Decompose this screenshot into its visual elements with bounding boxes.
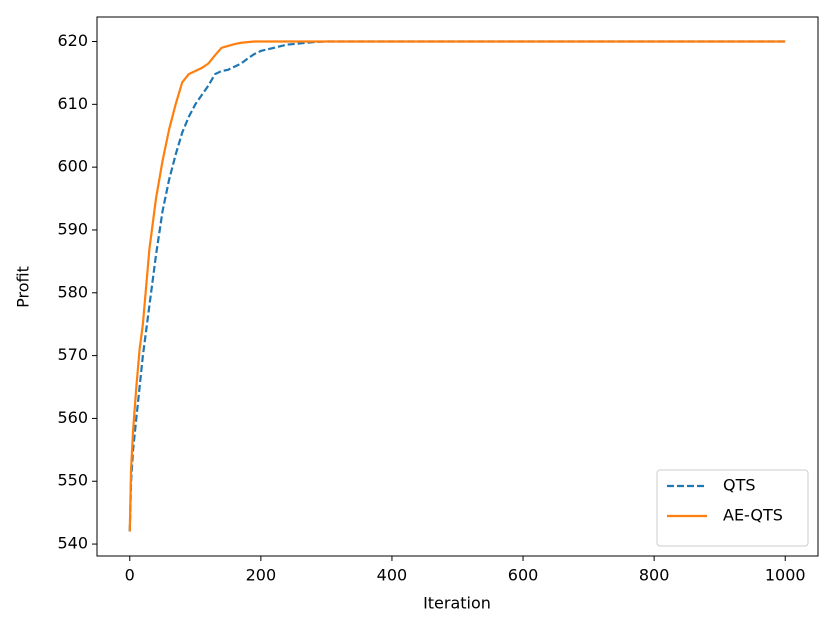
y-tick-label: 600	[57, 157, 88, 176]
y-tick-label: 590	[57, 219, 88, 238]
y-tick-label: 570	[57, 345, 88, 364]
y-tick-label: 580	[57, 282, 88, 301]
x-tick-label: 800	[639, 566, 670, 585]
legend-box	[656, 469, 809, 547]
x-tick-label: 400	[377, 566, 408, 585]
legend-label: QTS	[723, 476, 756, 495]
plot-frame	[96, 16, 819, 557]
y-axis-label: Profit	[14, 266, 33, 308]
legend-label: AE-QTS	[723, 506, 783, 525]
y-tick-label: 550	[57, 471, 88, 490]
y-tick-label: 620	[57, 31, 88, 50]
x-tick-label: 200	[246, 566, 277, 585]
y-tick-label: 610	[57, 94, 88, 113]
series-line	[128, 40, 786, 532]
x-tick-label: 600	[508, 566, 539, 585]
y-tick-label: 560	[57, 408, 88, 427]
x-axis-label: Iteration	[423, 594, 491, 613]
x-tick-label: 1000	[765, 566, 806, 585]
series-line	[128, 40, 786, 532]
y-tick-label: 540	[57, 534, 88, 553]
x-tick-label: 0	[125, 566, 135, 585]
